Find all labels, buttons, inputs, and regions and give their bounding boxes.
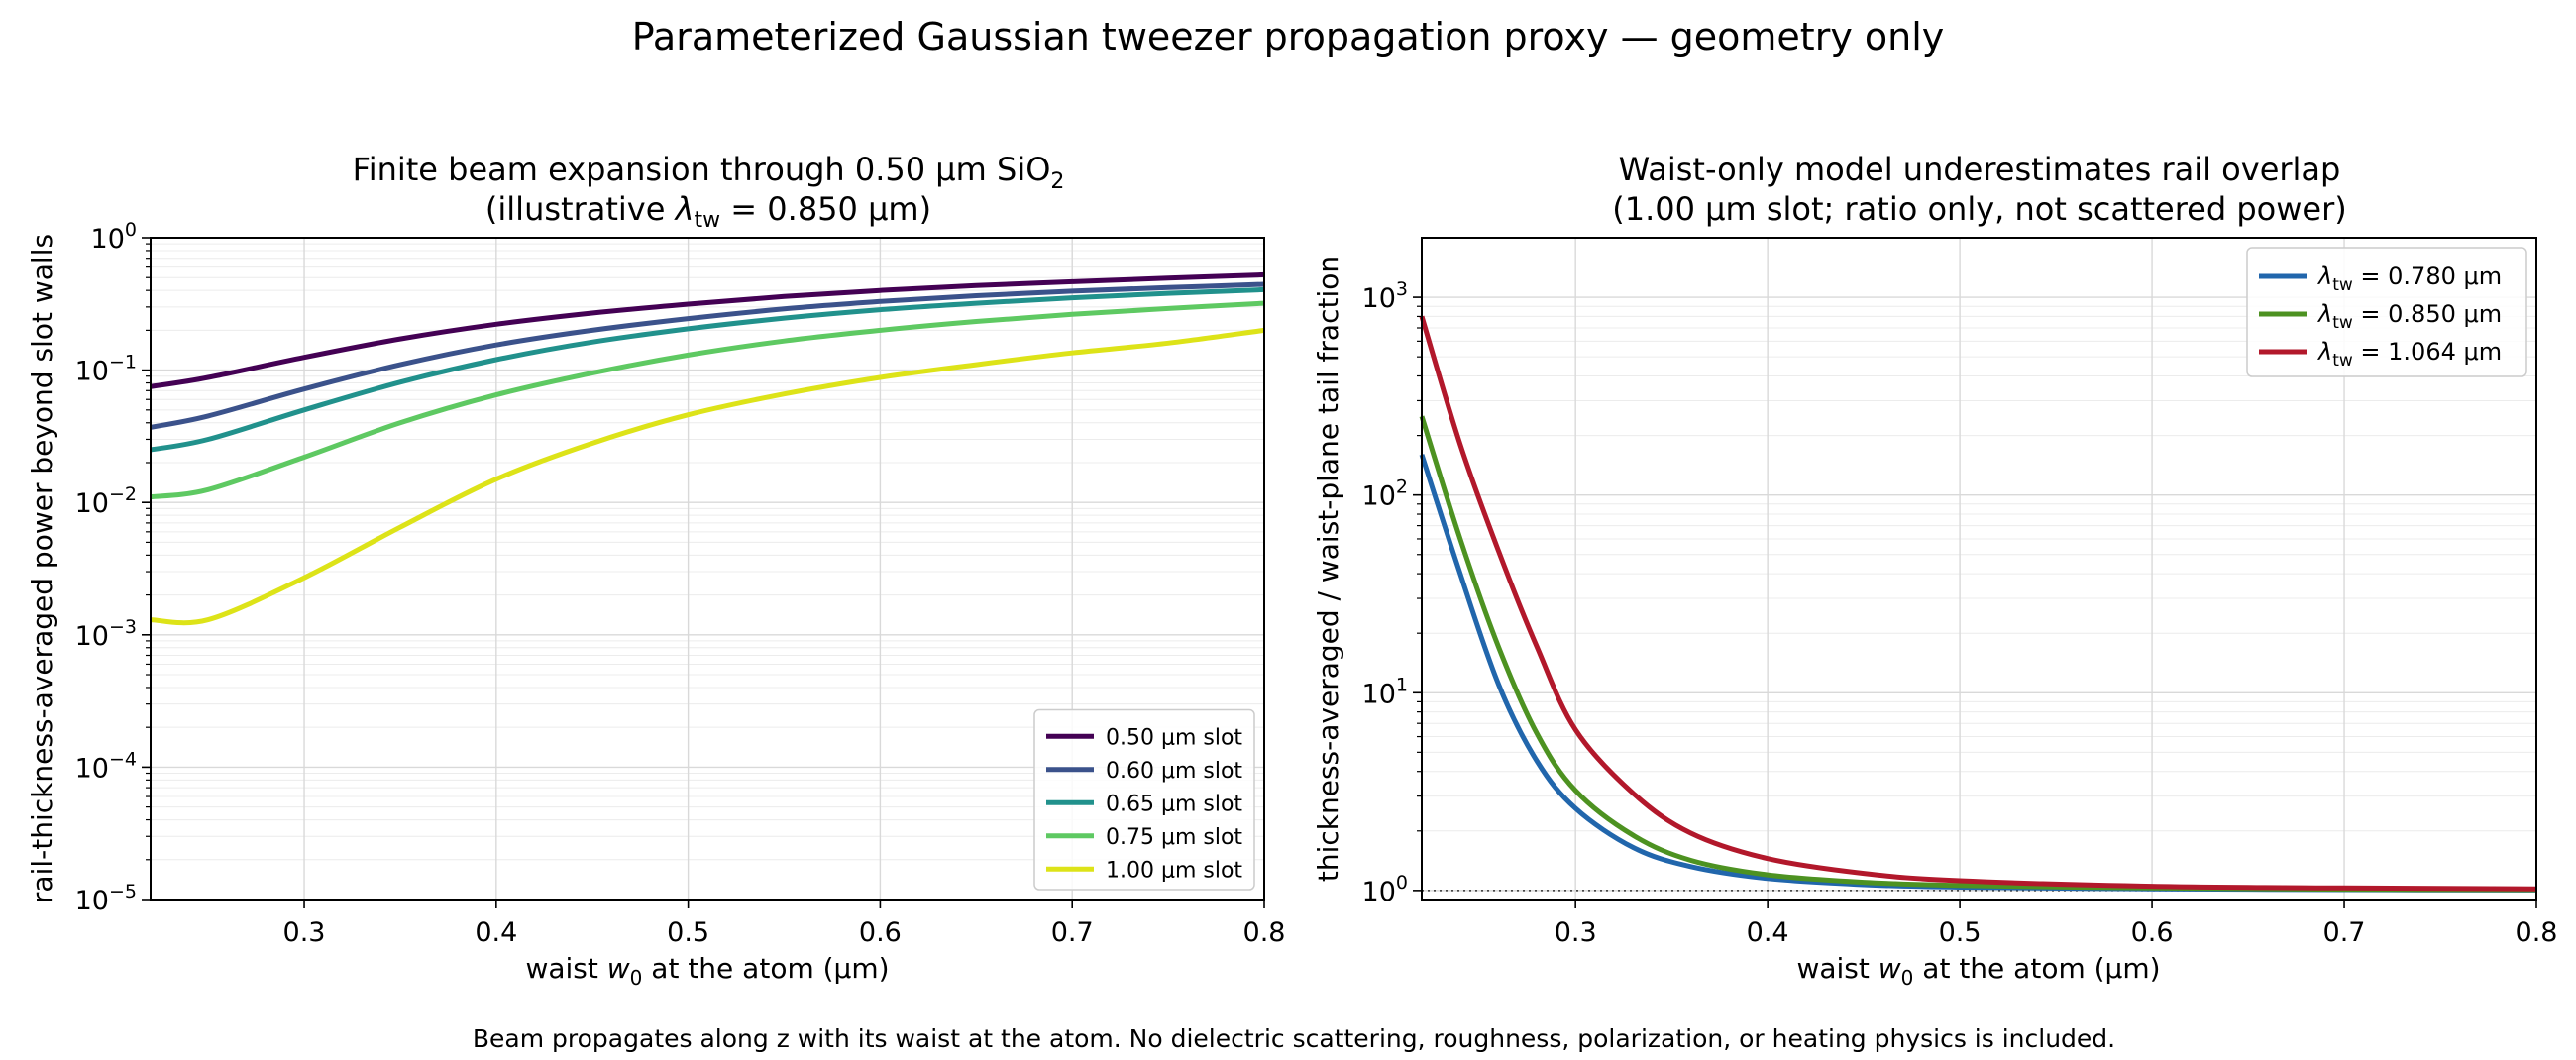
left-chart-title-line1: Finite beam expansion through 0.50 μm Si… xyxy=(353,151,1065,194)
left-legend: 0.50 μm slot 0.60 μm slot 0.65 μm slot 0.75… xyxy=(1033,708,1255,891)
legend-label-2: λtw = 0.850 μm xyxy=(2316,300,2502,333)
x-tick-label: 0.3 xyxy=(1555,917,1597,948)
right-plot-frame xyxy=(1421,237,2537,901)
figure-title: Parameterized Gaussian tweezer propagati… xyxy=(632,15,1945,58)
x-tick-label: 0.5 xyxy=(1939,917,1982,948)
y-tick-label: 100 xyxy=(1362,872,1408,907)
right-chart-title-line2: (1.00 μm slot; ratio only, not scattered… xyxy=(1612,190,2346,228)
left-chart-title-line2: (illustrative λtw = 0.850 μm) xyxy=(485,190,931,233)
y-tick-label: 10−5 xyxy=(75,881,137,916)
right-chart: Waist-only model underestimates rail ove… xyxy=(1312,151,2557,990)
left-y-axis-label: rail-thickness-averaged power beyond slo… xyxy=(26,234,58,903)
legend-label-3: 0.65 μm slot xyxy=(1106,792,1242,816)
legend-label-4: 0.75 μm slot xyxy=(1106,825,1242,850)
x-tick-label: 0.4 xyxy=(475,917,517,948)
x-tick-label: 0.6 xyxy=(859,917,902,948)
series-line-4 xyxy=(150,300,1265,500)
figure-caption: Beam propagates along z with its waist a… xyxy=(473,1024,2115,1053)
series-line-2 xyxy=(150,281,1265,430)
left-plot-frame xyxy=(150,237,1265,901)
x-tick-label: 0.3 xyxy=(283,917,326,948)
y-tick-label: 103 xyxy=(1362,278,1408,314)
legend-label-1: 0.50 μm slot xyxy=(1106,725,1242,750)
legend-label-3: λtw = 1.064 μm xyxy=(2316,338,2502,371)
right-y-axis-label: thickness-averaged / waist-plane tail fr… xyxy=(1312,256,1344,882)
series-line-1 xyxy=(150,271,1265,389)
x-tick-label: 0.6 xyxy=(2131,917,2174,948)
x-tick-label: 0.5 xyxy=(667,917,709,948)
left-chart: Finite beam expansion through 0.50 μm Si… xyxy=(26,151,1285,990)
y-tick-label: 10−2 xyxy=(75,483,137,519)
right-legend: λtw = 0.780 μm λtw = 0.850 μm λtw = 1.064 … xyxy=(2246,247,2527,377)
y-tick-label: 102 xyxy=(1362,477,1408,512)
left-x-axis-label: waist w0 at the atom (μm) xyxy=(525,952,889,990)
left-axis-ticks: 10−5 10−4 10−3 10−2 10−1 100 0.3 0.4 0.5 0.6 0.7 0.… xyxy=(75,219,1286,948)
y-tick-label: 10−3 xyxy=(75,616,137,652)
left-gridlines xyxy=(151,237,1265,901)
x-tick-label: 0.7 xyxy=(1051,917,1094,948)
right-chart-title-line1: Waist-only model underestimates rail ove… xyxy=(1619,151,2341,188)
right-series-lines xyxy=(1419,315,2537,893)
left-series-lines xyxy=(150,271,1265,626)
legend-box xyxy=(2246,247,2527,377)
x-tick-label: 0.8 xyxy=(2516,917,2558,948)
right-x-axis-label: waist w0 at the atom (μm) xyxy=(1796,952,2160,990)
x-tick-label: 0.4 xyxy=(1747,917,1789,948)
y-tick-label: 10−1 xyxy=(75,352,137,387)
legend-label-2: 0.60 μm slot xyxy=(1106,759,1242,784)
y-tick-label: 10−4 xyxy=(75,748,137,784)
series-line-1 xyxy=(1419,454,2537,893)
series-line-3 xyxy=(1419,315,2537,892)
y-tick-label: 101 xyxy=(1362,674,1408,709)
right-axis-ticks: 100 101 102 103 0.3 0.4 0.5 0.6 0.7 0.8 xyxy=(1362,278,2558,948)
legend-label-5: 1.00 μm slot xyxy=(1106,858,1242,883)
legend-box xyxy=(1033,708,1255,891)
legend-label-1: λtw = 0.780 μm xyxy=(2316,263,2502,295)
series-line-3 xyxy=(150,286,1265,453)
series-line-5 xyxy=(150,327,1265,626)
x-tick-label: 0.7 xyxy=(2323,917,2366,948)
x-tick-label: 0.8 xyxy=(1243,917,1286,948)
y-tick-label: 100 xyxy=(91,219,137,255)
